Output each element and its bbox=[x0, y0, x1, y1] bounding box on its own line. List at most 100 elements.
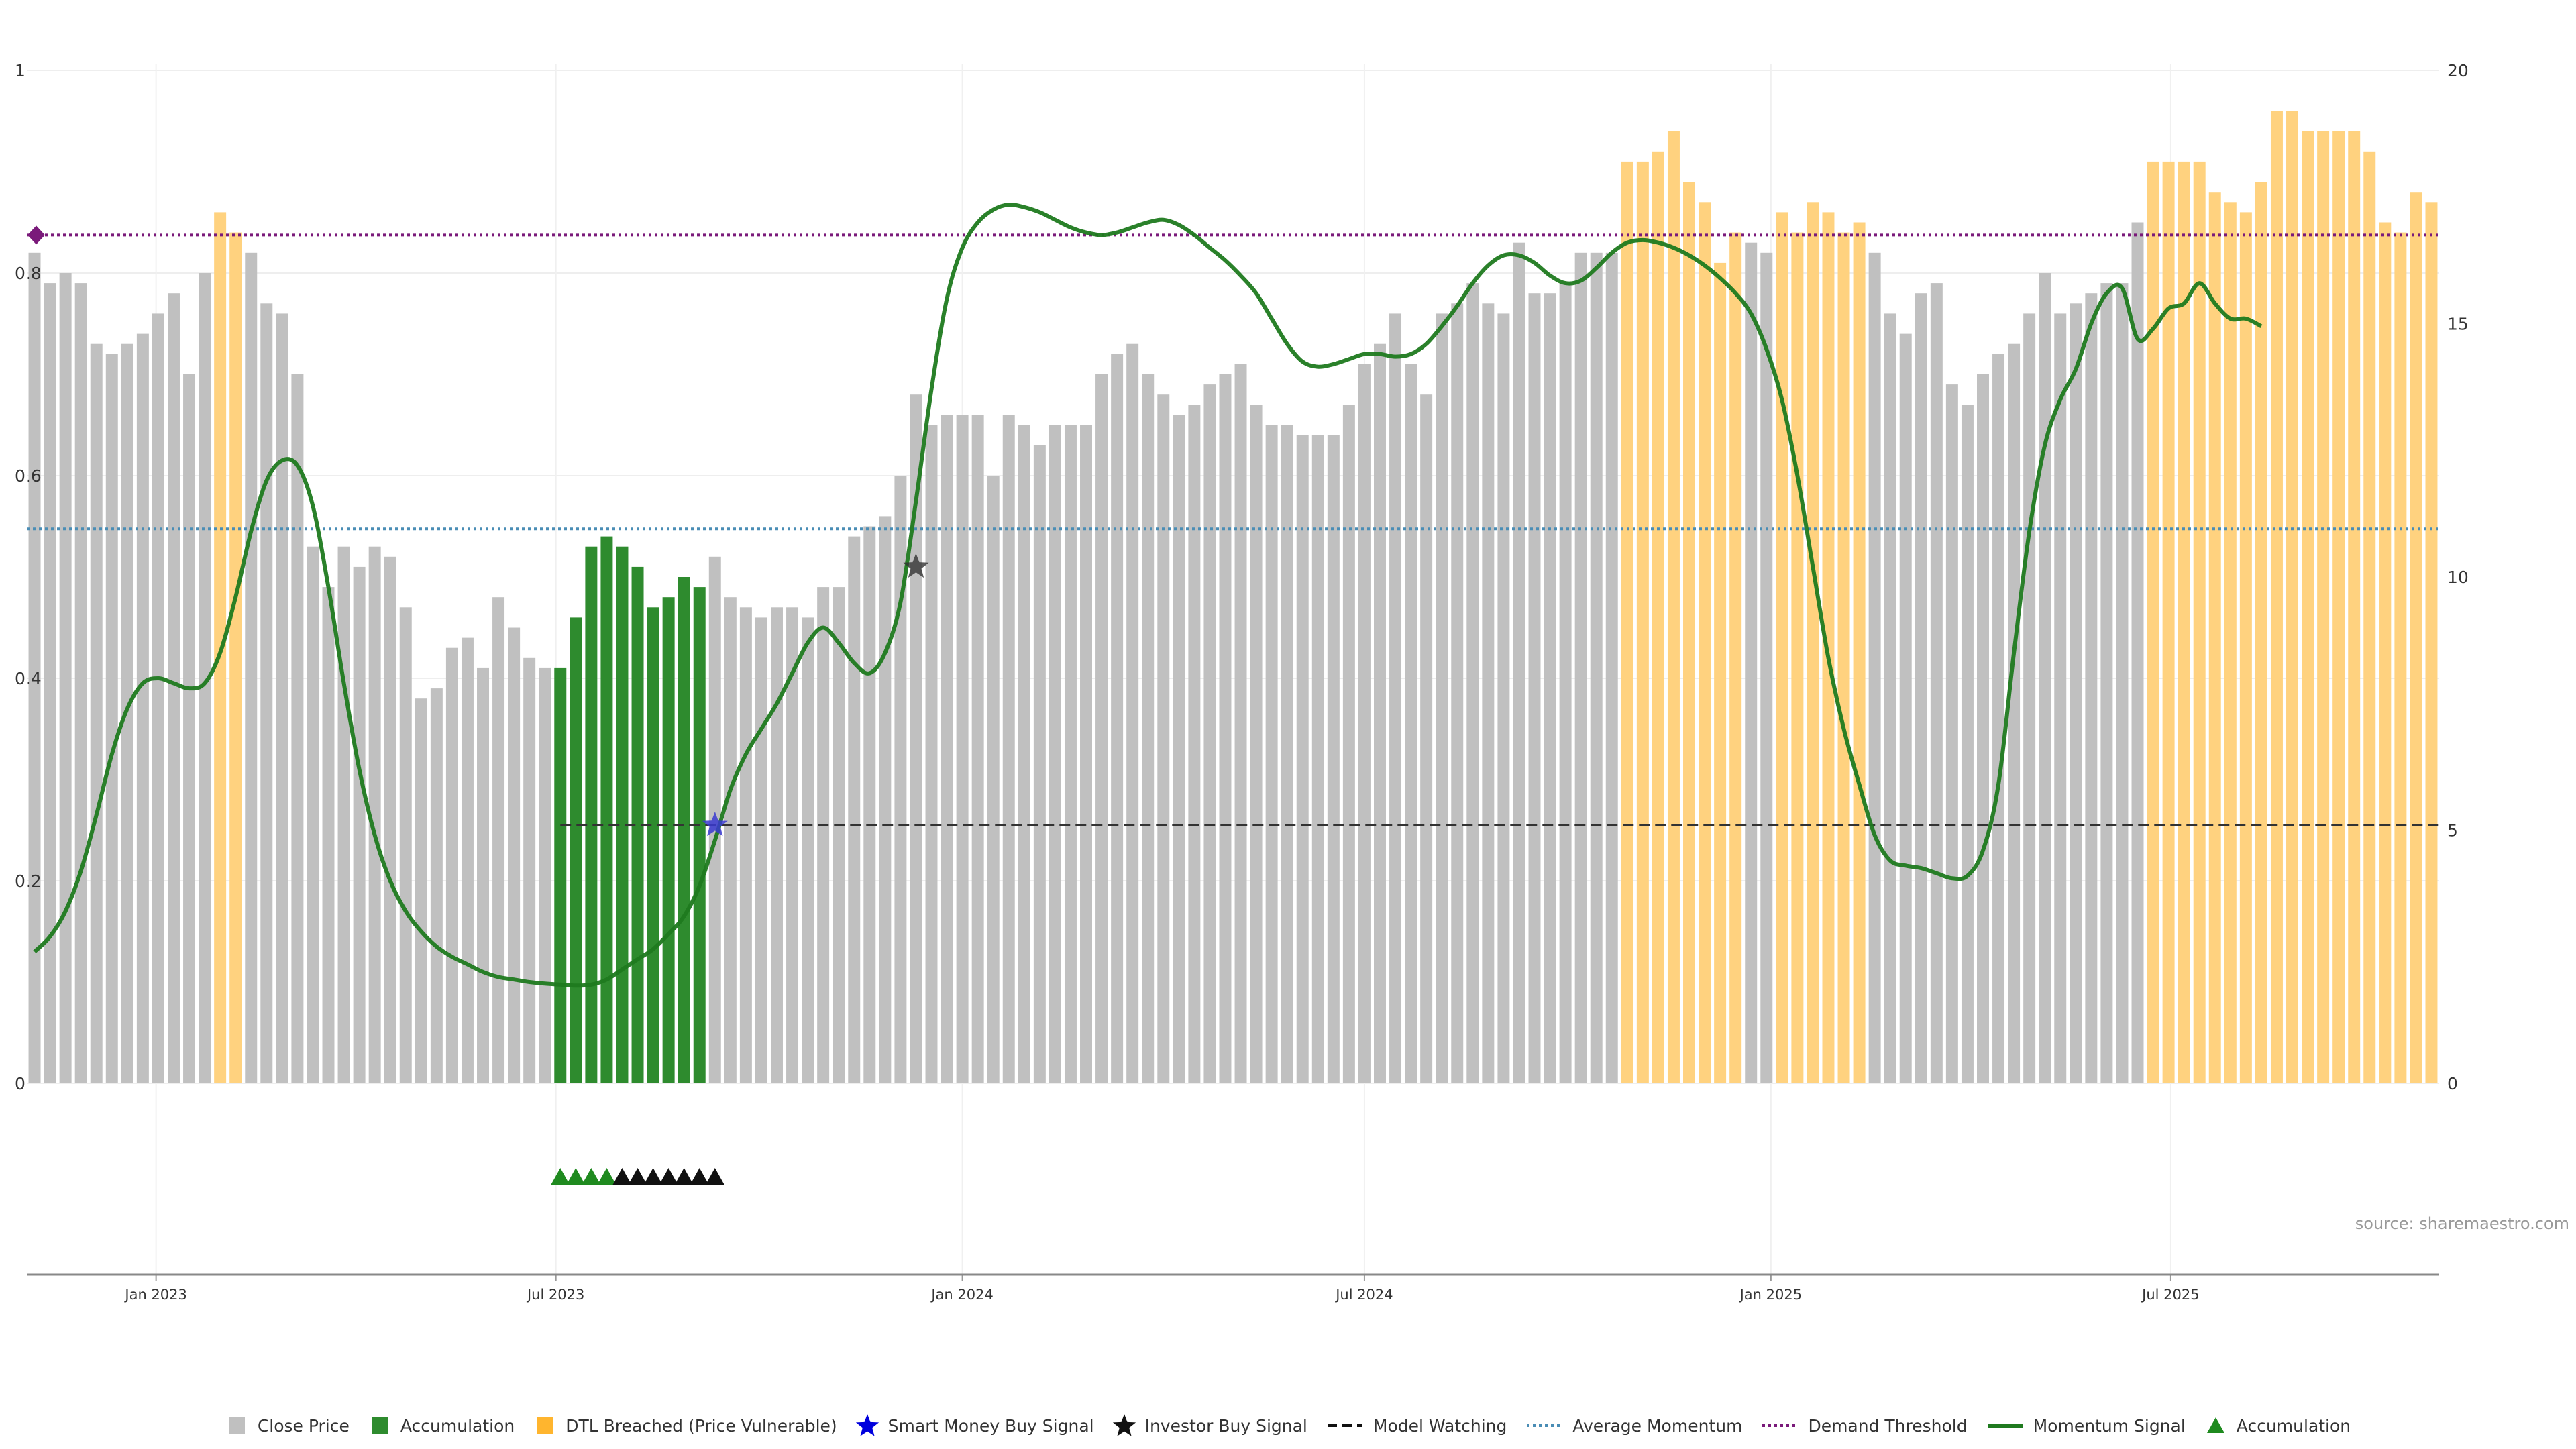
close-price-bar bbox=[1544, 293, 1556, 1084]
close-price-bar bbox=[1899, 333, 1912, 1084]
close-price-bar bbox=[1018, 425, 1030, 1083]
close-price-bar bbox=[1466, 283, 1479, 1084]
close-price-bar bbox=[1157, 394, 1170, 1084]
close-price-bar bbox=[802, 617, 814, 1083]
dtl-breached-bar bbox=[2317, 131, 2330, 1084]
legend-label: DTL Breached (Price Vulnerable) bbox=[566, 1415, 837, 1436]
close-price-bar bbox=[1451, 303, 1464, 1083]
close-price-bar bbox=[492, 597, 505, 1083]
close-price-bar bbox=[399, 607, 412, 1083]
close-price-bar bbox=[941, 415, 953, 1083]
close-price-bar bbox=[1605, 252, 1618, 1083]
legend-item[interactable]: Close Price bbox=[225, 1414, 350, 1437]
legend-item[interactable]: DTL Breached (Price Vulnerable) bbox=[533, 1414, 837, 1437]
dtl-breached-bar bbox=[2286, 111, 2299, 1083]
close-price-bar bbox=[2054, 313, 2067, 1083]
dtl-breached-bar bbox=[1699, 202, 1711, 1083]
close-price-bar bbox=[2008, 343, 2021, 1084]
close-price-bar bbox=[956, 415, 969, 1083]
close-price-bar bbox=[1497, 313, 1510, 1083]
right-tick-label: 0 bbox=[2447, 1074, 2458, 1093]
close-price-bar bbox=[971, 415, 984, 1083]
accumulation-marker bbox=[597, 1168, 616, 1185]
legend-label: Accumulation bbox=[2236, 1415, 2351, 1436]
close-price-bar bbox=[1281, 425, 1293, 1083]
close-price-bar bbox=[445, 647, 458, 1083]
close-price-bar bbox=[1945, 384, 1958, 1083]
legend-item[interactable]: Investor Buy Signal bbox=[1112, 1414, 1307, 1437]
close-price-bar bbox=[152, 313, 164, 1083]
close-price-bar bbox=[28, 252, 41, 1083]
source-label: source: sharemaestro.com bbox=[2355, 1214, 2569, 1233]
smart-money-buy-signal bbox=[702, 812, 728, 837]
left-tick-label: 0.6 bbox=[15, 466, 42, 486]
accumulation-marker bbox=[705, 1168, 724, 1185]
legend-marker-dash bbox=[1327, 1424, 1362, 1427]
close-price-bar bbox=[1142, 374, 1155, 1083]
dtl-breached-bar bbox=[1683, 182, 1696, 1084]
legend-item[interactable]: Accumulation bbox=[2204, 1414, 2351, 1437]
close-price-bar bbox=[430, 688, 443, 1083]
dtl-breached-bar bbox=[2224, 202, 2237, 1083]
close-price-bar bbox=[1528, 293, 1541, 1084]
legend-label: Accumulation bbox=[400, 1415, 515, 1436]
close-price-bar bbox=[1574, 252, 1587, 1083]
close-price-bar bbox=[2116, 283, 2129, 1084]
accumulation-bar bbox=[585, 546, 598, 1083]
right-tick-label: 20 bbox=[2447, 61, 2469, 80]
dtl-breached-bar bbox=[2255, 182, 2267, 1084]
accumulation-bar bbox=[647, 607, 659, 1083]
dtl-breached-bar bbox=[2410, 192, 2422, 1084]
legend-marker-triangle bbox=[2206, 1417, 2224, 1433]
close-price-bar bbox=[508, 627, 521, 1083]
legend-item[interactable]: Model Watching bbox=[1326, 1414, 1507, 1437]
legend-marker-square bbox=[537, 1417, 553, 1434]
close-price-bar bbox=[245, 252, 258, 1083]
dtl-breached-bar bbox=[2270, 111, 2283, 1083]
legend-marker-dot bbox=[1527, 1424, 1562, 1427]
accumulation-bar bbox=[662, 597, 675, 1083]
close-price-bar bbox=[353, 566, 366, 1083]
reference-lines bbox=[27, 233, 2439, 826]
accumulation-marker bbox=[551, 1168, 570, 1185]
right-tick-label: 10 bbox=[2447, 568, 2469, 587]
close-price-bar bbox=[894, 476, 907, 1083]
close-price-bar bbox=[136, 333, 149, 1084]
close-price-bar bbox=[291, 374, 304, 1083]
close-price-bar bbox=[1173, 415, 1185, 1083]
legend-marker-square bbox=[228, 1417, 245, 1434]
dtl-breached-bar bbox=[2193, 161, 2206, 1083]
close-price-bar bbox=[539, 667, 551, 1083]
dtl-breached-bar bbox=[2394, 232, 2407, 1084]
close-price-bar bbox=[276, 313, 288, 1083]
right-tick-label: 5 bbox=[2447, 821, 2458, 841]
legend-label: Momentum Signal bbox=[2033, 1415, 2186, 1436]
legend-item[interactable]: Momentum Signal bbox=[1986, 1414, 2186, 1437]
legend-item[interactable]: Average Momentum bbox=[1525, 1414, 1742, 1437]
close-price-bar bbox=[1203, 384, 1216, 1083]
dtl-breached-bar bbox=[1667, 131, 1680, 1084]
legend-item[interactable]: Accumulation bbox=[368, 1414, 515, 1437]
legend-item[interactable]: Demand Threshold bbox=[1761, 1414, 1968, 1437]
legend-label: Demand Threshold bbox=[1808, 1415, 1968, 1436]
close-price-bar bbox=[260, 303, 273, 1083]
accumulation-bar bbox=[693, 587, 706, 1083]
left-tick-label: 0.2 bbox=[15, 871, 42, 891]
close-price-bar bbox=[1513, 242, 1525, 1084]
legend-marker-star bbox=[1112, 1414, 1136, 1436]
legend-label: Average Momentum bbox=[1572, 1415, 1743, 1436]
dtl-breached-bar bbox=[2348, 131, 2361, 1084]
accumulation-marker bbox=[628, 1168, 647, 1185]
close-price-bar bbox=[307, 546, 319, 1083]
legend: Close Price Accumulation DTL Breached (Pri… bbox=[0, 1414, 2576, 1437]
dtl-breached-bar bbox=[1807, 202, 1819, 1083]
close-price-bar bbox=[1188, 405, 1201, 1083]
close-price-bar bbox=[105, 354, 118, 1083]
legend-marker-star bbox=[855, 1414, 879, 1436]
legend-label: Smart Money Buy Signal bbox=[888, 1415, 1094, 1436]
legend-item[interactable]: Smart Money Buy Signal bbox=[855, 1414, 1094, 1437]
dtl-breached-bar bbox=[2162, 161, 2175, 1083]
dtl-breached-bar bbox=[2302, 131, 2314, 1084]
close-price-bar bbox=[523, 657, 536, 1083]
